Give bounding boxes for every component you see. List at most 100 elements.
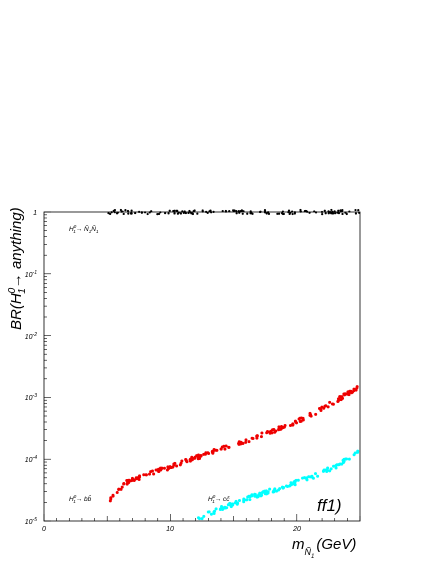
data-point-bb xyxy=(328,400,332,404)
data-point-bb xyxy=(188,459,192,463)
data-point-bb xyxy=(184,458,188,462)
data-point-neutralino xyxy=(130,209,133,212)
data-point-bb xyxy=(268,431,272,435)
data-point-neutralino xyxy=(323,209,326,212)
data-point-cc xyxy=(334,466,338,470)
data-point-cc xyxy=(288,483,292,487)
data-point-bb xyxy=(178,463,182,467)
data-point-bb xyxy=(122,482,126,486)
data-point-cc xyxy=(293,483,297,487)
data-point-neutralino xyxy=(127,212,130,215)
data-point-bb xyxy=(250,436,254,440)
y-tick-label-1: 1 xyxy=(33,210,37,217)
data-point-bb xyxy=(211,449,215,453)
x-tick-label-10: 10 xyxy=(166,526,174,533)
data-point-bb xyxy=(351,390,354,394)
data-point-bb xyxy=(224,444,228,448)
data-point-bb xyxy=(255,436,259,440)
data-point-bb xyxy=(134,476,138,480)
data-point-bb xyxy=(204,451,208,455)
data-points xyxy=(107,208,361,521)
data-point-neutralino xyxy=(221,209,224,213)
data-point-neutralino xyxy=(333,212,337,215)
data-point-bb xyxy=(336,399,340,403)
data-point-neutralino xyxy=(276,212,279,215)
data-point-neutralino xyxy=(107,212,110,215)
data-point-bb xyxy=(297,417,301,421)
data-point-bb xyxy=(214,448,218,452)
data-point-bb xyxy=(152,472,156,476)
data-point-cc xyxy=(246,495,250,499)
data-point-neutralino xyxy=(193,209,196,212)
data-point-cc xyxy=(335,463,339,467)
data-point-neutralino xyxy=(134,211,137,215)
data-point-neutralino xyxy=(172,209,175,213)
data-point-cc xyxy=(275,489,279,493)
data-point-neutralino xyxy=(168,209,171,212)
data-point-cc xyxy=(257,493,261,497)
data-point-neutralino xyxy=(176,209,179,213)
data-point-bb xyxy=(354,388,358,392)
data-point-cc xyxy=(356,449,360,453)
data-point-neutralino xyxy=(130,211,133,215)
data-point-neutralino xyxy=(113,208,117,212)
data-point-neutralino xyxy=(324,212,327,215)
data-point-neutralino xyxy=(249,212,252,215)
data-point-cc xyxy=(206,510,210,514)
data-point-bb xyxy=(326,405,330,409)
data-point-neutralino xyxy=(235,212,238,215)
data-point-bb xyxy=(244,438,248,442)
data-point-cc xyxy=(338,462,342,466)
data-point-bb xyxy=(172,463,176,467)
y-axis-title: BR(H01→ anything) xyxy=(7,207,28,330)
data-point-bb xyxy=(277,427,281,431)
data-point-bb xyxy=(144,473,148,477)
data-point-bb xyxy=(115,490,119,494)
data-point-bb xyxy=(165,468,169,472)
data-point-neutralino xyxy=(176,212,180,215)
annotation-neutralino: H0 1→ Ñ1Ñ1 xyxy=(69,224,99,234)
data-point-cc xyxy=(209,512,213,516)
data-point-cc xyxy=(229,502,233,506)
data-point-bb xyxy=(138,474,142,478)
data-point-bb xyxy=(169,466,173,470)
data-point-bb xyxy=(279,424,283,428)
data-point-neutralino xyxy=(191,212,194,215)
data-point-cc xyxy=(286,484,289,488)
data-point-cc xyxy=(268,487,272,491)
data-point-neutralino xyxy=(156,213,159,216)
data-point-cc xyxy=(248,498,252,502)
data-point-bb xyxy=(283,423,287,427)
data-point-neutralino xyxy=(167,212,170,215)
y-tick-label-1e-4: 10-4 xyxy=(25,455,37,464)
data-point-cc xyxy=(271,490,275,494)
data-point-cc xyxy=(341,458,345,462)
data-point-bb xyxy=(199,454,203,458)
data-point-neutralino xyxy=(277,212,281,215)
data-point-bb xyxy=(330,402,334,406)
data-point-cc xyxy=(326,466,330,470)
data-point-bb xyxy=(291,422,295,426)
data-point-bb xyxy=(237,442,241,446)
data-point-neutralino xyxy=(354,212,358,215)
data-point-cc xyxy=(249,494,253,498)
data-point-cc xyxy=(260,491,264,495)
data-point-bb xyxy=(244,440,248,444)
data-point-cc xyxy=(313,472,317,476)
data-point-neutralino xyxy=(281,212,285,216)
data-point-cc xyxy=(310,475,314,479)
data-point-neutralino xyxy=(233,209,236,212)
data-point-bb xyxy=(288,423,292,427)
data-point-cc xyxy=(229,505,233,509)
data-point-bb xyxy=(142,473,146,477)
data-point-neutralino xyxy=(157,212,161,216)
annotation-bb: H0 1→ bb̄ xyxy=(69,494,92,504)
y-tick-label-1e-1: 10-1 xyxy=(25,270,37,279)
data-point-bb xyxy=(301,416,305,420)
data-point-neutralino xyxy=(184,211,187,215)
data-point-neutralino xyxy=(291,212,294,216)
data-point-bb xyxy=(338,397,342,401)
data-point-bb xyxy=(175,464,179,468)
data-point-neutralino xyxy=(124,209,127,212)
data-point-cc xyxy=(328,469,332,473)
